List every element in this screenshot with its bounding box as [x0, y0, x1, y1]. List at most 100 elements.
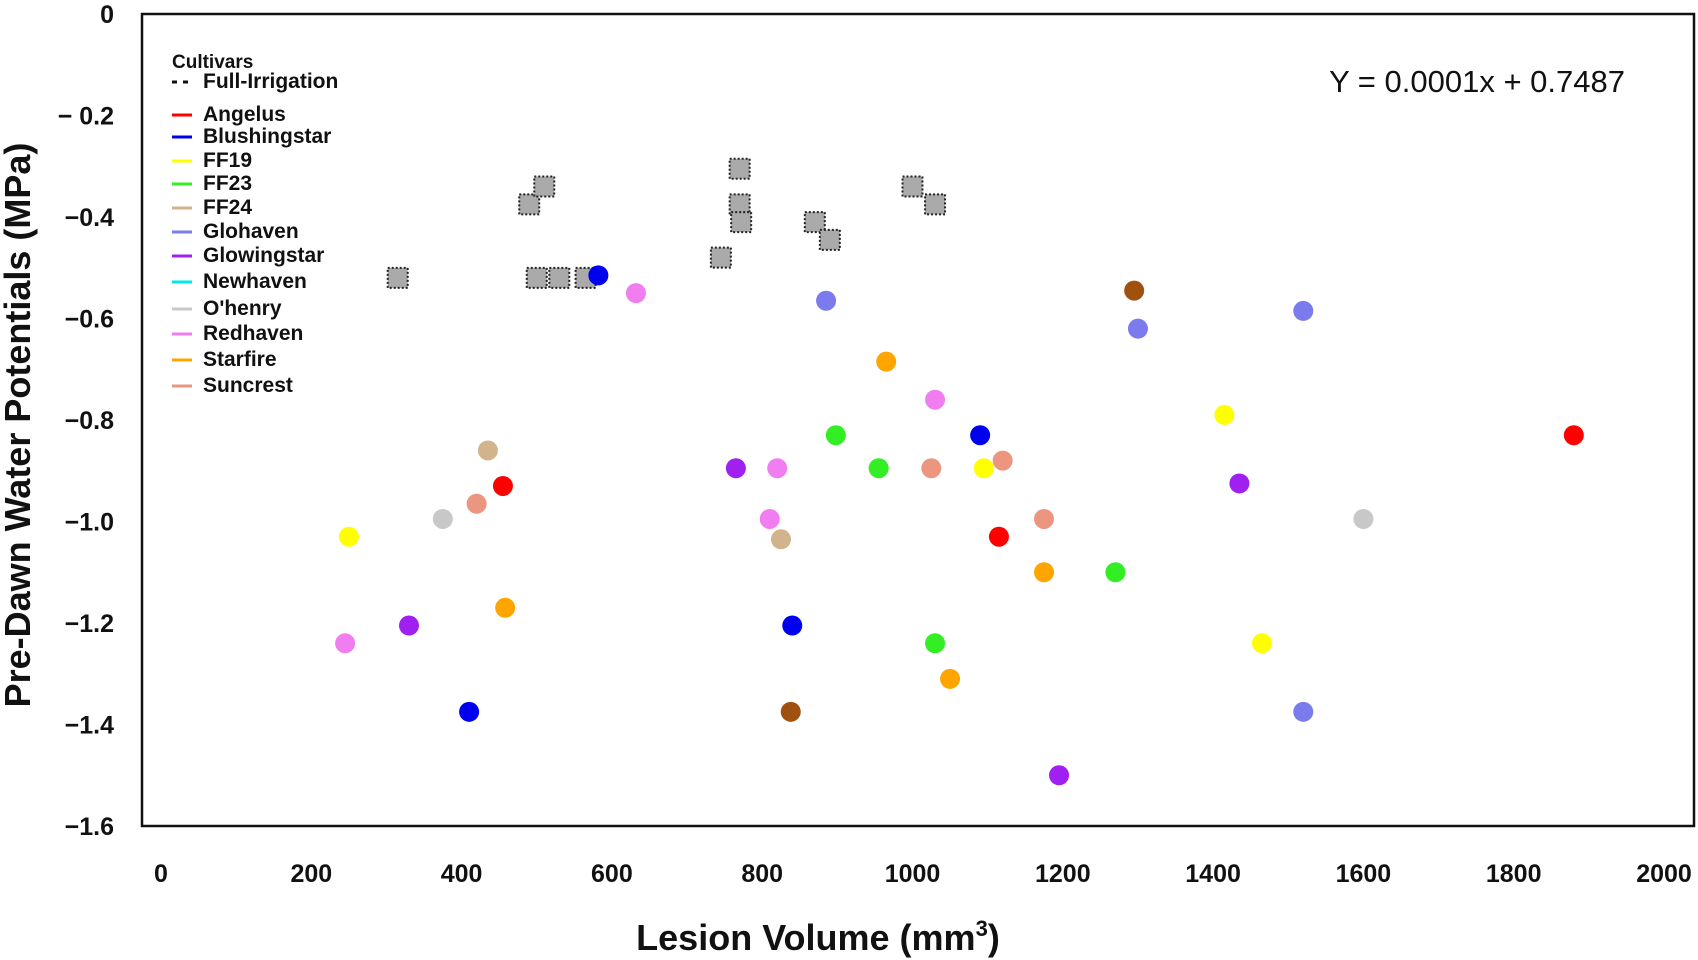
- legend-label-newhaven: Newhaven: [203, 270, 307, 293]
- x-tick-label: 0: [154, 860, 168, 888]
- point-starfire: [495, 597, 516, 618]
- y-tick-label: −0.8: [65, 407, 114, 435]
- point-suncrest: [466, 493, 487, 514]
- point-redhaven: [335, 633, 356, 654]
- point-unlabeled: [1124, 280, 1145, 301]
- legend-label-redhaven: Redhaven: [203, 322, 303, 345]
- point-starfire: [876, 351, 897, 372]
- point-angelus: [988, 526, 1009, 547]
- point-ff19: [1214, 404, 1235, 425]
- point-starfire: [1034, 562, 1055, 583]
- x-tick-label: 1400: [1185, 860, 1241, 888]
- point-ff23: [925, 633, 946, 654]
- point-starfire: [940, 668, 961, 689]
- point-glohaven: [1293, 701, 1314, 722]
- x-tick-label: 1600: [1336, 860, 1392, 888]
- x-tick-label: 400: [441, 860, 483, 888]
- point-angelus: [492, 475, 513, 496]
- point-blushingstar: [782, 615, 803, 636]
- full-irrigation-point: [818, 228, 841, 251]
- y-tick-label: −1.4: [65, 712, 114, 740]
- full-irrigation-point: [525, 266, 548, 289]
- point-ff24: [770, 529, 791, 550]
- full-irrigation-point: [548, 266, 571, 289]
- point-redhaven: [759, 508, 780, 529]
- legend-label-glowingstar: Glowingstar: [203, 244, 324, 267]
- point-ff24: [477, 440, 498, 461]
- full-irrigation-point: [518, 193, 541, 216]
- y-tick-label: −0.4: [65, 204, 114, 232]
- point-blushingstar: [970, 425, 991, 446]
- point-blushingstar: [588, 265, 609, 286]
- point-blushingstar: [459, 701, 480, 722]
- x-axis-label-main: Lesion Volume (mm: [636, 917, 975, 958]
- cultivar-points: [335, 265, 1584, 786]
- point-unlabeled: [780, 701, 801, 722]
- legend-label-ff23: FF23: [203, 172, 252, 195]
- point-o-henry: [432, 508, 453, 529]
- point-glowingstar: [398, 615, 419, 636]
- legend-label-full-irrigation: Full-Irrigation: [203, 70, 338, 93]
- y-tick-label: −1.2: [65, 610, 114, 638]
- point-glohaven: [1127, 318, 1148, 339]
- y-tick-label: −1.6: [65, 813, 114, 841]
- plot-area: [140, 12, 1696, 828]
- point-suncrest: [992, 450, 1013, 471]
- full-irrigation-point: [730, 211, 753, 234]
- x-tick-label: 1200: [1035, 860, 1091, 888]
- legend-label-starfire: Starfire: [203, 348, 277, 371]
- legend: Cultivars Full-Irrigation AngelusBlushing…: [172, 52, 338, 397]
- x-tick-label: 2000: [1636, 860, 1692, 888]
- point-glowingstar: [1229, 473, 1250, 494]
- full-irrigation-point: [803, 211, 826, 234]
- full-irrigation-point: [728, 157, 751, 180]
- x-tick-label: 600: [591, 860, 633, 888]
- full-irrigation-point: [386, 266, 409, 289]
- x-axis-ticks: 0 200 400 600 800 1000 1200 1400 1600 1800 2000: [154, 860, 1692, 888]
- x-axis-label-superscript: 3: [976, 916, 988, 941]
- point-glohaven: [816, 290, 837, 311]
- legend-label-angelus: Angelus: [203, 103, 286, 126]
- legend-label-blushingstar: Blushingstar: [203, 125, 331, 148]
- full-irrigation-points: [386, 157, 947, 289]
- point-glowingstar: [725, 458, 746, 479]
- x-tick-label: 1800: [1486, 860, 1542, 888]
- point-glohaven: [1293, 300, 1314, 321]
- full-irrigation-point: [901, 175, 924, 198]
- y-tick-label: −0.6: [65, 306, 114, 334]
- point-ff19: [1251, 633, 1272, 654]
- point-ff23: [868, 458, 889, 479]
- y-tick-label: 0: [100, 1, 114, 29]
- point-redhaven: [625, 283, 646, 304]
- legend-label-suncrest: Suncrest: [203, 374, 293, 397]
- x-tick-label: 1000: [885, 860, 941, 888]
- point-ff19: [973, 458, 994, 479]
- point-ff19: [338, 526, 359, 547]
- x-tick-label: 200: [290, 860, 332, 888]
- legend-label-glohaven: Glohaven: [203, 220, 299, 243]
- legend-label-o-henry: O'henry: [203, 297, 282, 320]
- point-suncrest: [1034, 508, 1055, 529]
- x-axis-label-end: ): [988, 917, 1000, 958]
- x-tick-label: 800: [741, 860, 783, 888]
- point-redhaven: [925, 389, 946, 410]
- full-irrigation-point: [924, 193, 947, 216]
- point-glowingstar: [1049, 765, 1070, 786]
- y-axis-ticks: 0 − 0.2 −0.4 −0.6 −0.8 −1.0 −1.2 −1.4 −1.6: [58, 1, 114, 841]
- point-ff23: [825, 425, 846, 446]
- full-irrigation-point: [533, 175, 556, 198]
- legend-title: Cultivars: [172, 52, 253, 73]
- legend-label-ff24: FF24: [203, 196, 252, 219]
- x-axis-label: Lesion Volume (mm3): [636, 916, 1000, 958]
- y-axis-label: Pre-Dawn Water Potentials (MPa): [0, 143, 38, 708]
- full-irrigation-point: [709, 246, 732, 269]
- legend-label-ff19: FF19: [203, 149, 252, 172]
- point-angelus: [1563, 425, 1584, 446]
- point-ff23: [1105, 562, 1126, 583]
- point-redhaven: [767, 458, 788, 479]
- y-tick-label: −1.0: [65, 509, 114, 537]
- regression-equation: Y = 0.0001x + 0.7487: [1329, 64, 1625, 99]
- point-o-henry: [1353, 508, 1374, 529]
- point-suncrest: [921, 458, 942, 479]
